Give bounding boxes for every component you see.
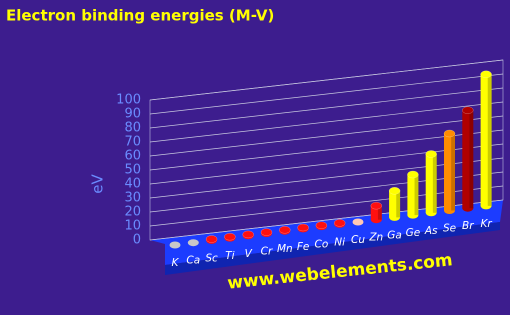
- bar-top: [480, 70, 492, 79]
- bar-top: [462, 106, 474, 114]
- bar: [407, 170, 419, 219]
- bar-top: [279, 226, 291, 234]
- bar-body: [425, 154, 437, 213]
- y-tick-label: 0: [133, 233, 141, 248]
- x-tick-label: Se: [443, 223, 456, 235]
- y-tick-label: 60: [124, 149, 141, 164]
- x-tick-label: Zn: [368, 232, 383, 244]
- bar-top: [260, 228, 273, 236]
- grid-line: [149, 101, 504, 143]
- bar-body: [389, 190, 401, 218]
- bar-top: [242, 230, 254, 239]
- bar-top: [443, 129, 456, 138]
- bar-body: [480, 74, 492, 206]
- bar-top: [297, 223, 309, 232]
- x-tick-label: K: [172, 257, 180, 269]
- bar: [297, 223, 309, 233]
- x-tick-label: Ni: [334, 236, 345, 248]
- grid-line: [149, 73, 504, 115]
- bar-top: [224, 232, 236, 241]
- x-tick-label: As: [424, 225, 438, 237]
- bar-top: [388, 187, 401, 195]
- x-tick-label: V: [245, 248, 253, 260]
- bar-body: [407, 174, 419, 216]
- bar-top: [407, 170, 419, 179]
- x-tick-label: Ge: [406, 227, 421, 239]
- bar: [388, 187, 401, 221]
- bar-shade: [377, 205, 382, 220]
- bar-base: [462, 204, 474, 212]
- grid-line: [149, 115, 504, 157]
- bar: [279, 226, 291, 235]
- bar-top: [333, 219, 346, 227]
- y-tick-label: 30: [124, 191, 141, 206]
- x-tick-label: Cu: [351, 234, 365, 246]
- x-tick-label: Fe: [297, 241, 310, 253]
- bar-top: [315, 221, 328, 229]
- bar-body: [444, 133, 455, 211]
- x-tick-label: Ti: [225, 250, 234, 262]
- bar: [425, 150, 437, 217]
- y-tick-label: 100: [116, 93, 141, 108]
- x-tick-label: Cr: [261, 246, 273, 258]
- x-tick-label: Br: [462, 220, 474, 232]
- bar-base: [407, 211, 419, 219]
- bar: [224, 232, 236, 242]
- bar-top: [205, 235, 218, 243]
- grid-line: [149, 87, 504, 129]
- bar: [443, 129, 456, 214]
- bar: [205, 235, 218, 244]
- bar-shade: [469, 110, 474, 209]
- bar-shade: [396, 190, 401, 218]
- bar-base: [370, 216, 382, 224]
- bar: [333, 219, 346, 228]
- bar-shade: [487, 74, 492, 206]
- y-tick-label: 90: [124, 107, 141, 122]
- x-tick-label: Ca: [186, 255, 200, 267]
- y-tick-label: 20: [124, 205, 141, 220]
- chart-title: Electron binding energies (M-V): [6, 7, 274, 25]
- empty-dot: [187, 239, 199, 247]
- x-tick-label: Kr: [480, 218, 492, 230]
- grid-line: [149, 59, 504, 101]
- bar-body: [462, 110, 474, 209]
- bar: [315, 221, 328, 231]
- bar-shade: [414, 174, 419, 216]
- bar-base: [444, 207, 455, 214]
- bar-base: [425, 209, 437, 217]
- bar-top: [370, 201, 383, 210]
- floor-edge: [165, 222, 500, 275]
- empty-dot: [352, 218, 364, 226]
- y-tick-label: 80: [124, 121, 141, 136]
- y-tick-label: 70: [124, 135, 141, 150]
- bar-shade: [451, 133, 455, 211]
- bar-body: [370, 205, 382, 220]
- x-tick-label: Ga: [387, 229, 402, 241]
- bar: [260, 228, 273, 237]
- bar-base: [480, 202, 492, 210]
- bar: [242, 230, 254, 240]
- bar-base: [389, 213, 401, 221]
- x-tick-label: Co: [315, 239, 329, 251]
- y-tick-label: 50: [124, 163, 141, 178]
- bar-shade: [432, 154, 437, 213]
- bar-top: [425, 150, 437, 158]
- bar: [462, 106, 474, 212]
- y-axis-label: eV: [89, 174, 107, 194]
- x-tick-label: Sc: [205, 252, 218, 264]
- y-tick-label: 10: [124, 219, 141, 234]
- x-tick-label: Mn: [277, 243, 293, 255]
- bar: [370, 201, 383, 224]
- empty-dot: [169, 241, 181, 249]
- bar: [480, 70, 492, 210]
- y-tick-label: 40: [124, 177, 141, 192]
